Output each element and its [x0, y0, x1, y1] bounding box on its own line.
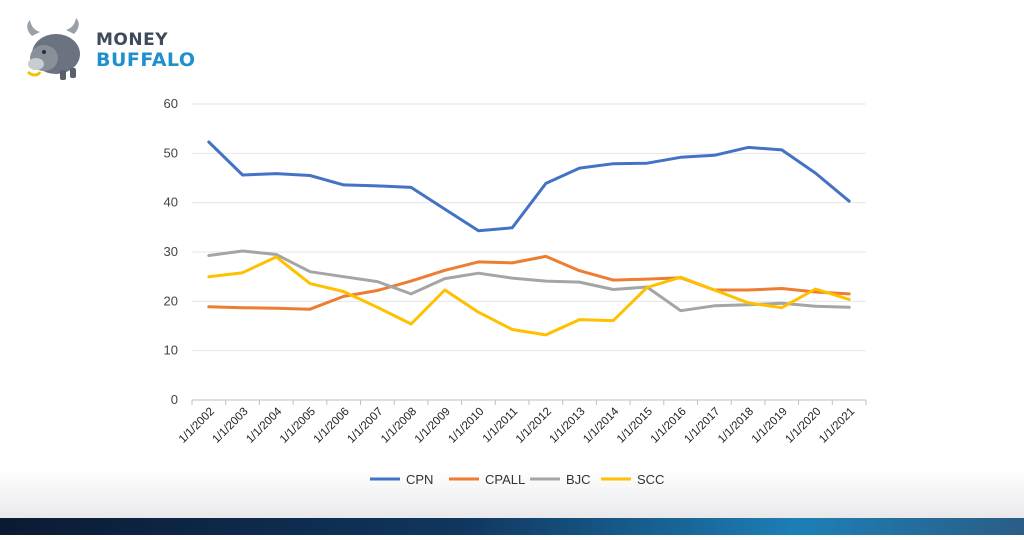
x-tick-label: 1/1/2014 — [581, 405, 622, 446]
y-tick-label: 30 — [164, 244, 178, 259]
series-line-cpn — [207, 140, 851, 233]
x-tick-label: 1/1/2009 — [413, 406, 453, 446]
legend-item-cpn: CPN — [370, 472, 433, 487]
x-tick-label: 1/1/2008 — [379, 406, 419, 446]
x-tick-label: 1/1/2005 — [278, 406, 318, 446]
legend-item-bjc: BJC — [530, 472, 591, 487]
x-tick-label: 1/1/2010 — [446, 406, 486, 446]
x-tick-label: 1/1/2017 — [682, 406, 722, 446]
y-tick-label: 0 — [171, 392, 178, 407]
series-line-bjc — [207, 249, 851, 313]
x-tick-label: 1/1/2012 — [514, 406, 554, 446]
y-tick-label: 50 — [164, 145, 178, 160]
x-tick-label: 1/1/2016 — [649, 406, 689, 446]
legend-label: CPALL — [485, 472, 525, 487]
y-tick-label: 20 — [164, 293, 178, 308]
brand-logo: MONEY BUFFALO — [18, 14, 208, 86]
footer-bar — [0, 518, 1024, 535]
y-tick-label: 40 — [164, 195, 178, 210]
x-tick-label: 1/1/2006 — [312, 406, 352, 446]
x-tick-label: 1/1/2011 — [481, 406, 521, 446]
x-tick-label: 1/1/2004 — [244, 405, 285, 446]
brand-name-line1: MONEY — [96, 30, 169, 50]
y-tick-label: 10 — [164, 343, 178, 358]
footer-band — [0, 470, 1024, 518]
series-line-cpall — [207, 254, 851, 311]
buffalo-icon — [26, 18, 80, 80]
x-tick-label: 1/1/2018 — [716, 406, 756, 446]
legend-label: CPN — [406, 472, 433, 487]
x-tick-label: 1/1/2015 — [615, 406, 655, 446]
y-tick-label: 60 — [164, 96, 178, 111]
x-tick-label: 1/1/2013 — [548, 406, 588, 446]
x-tick-label: 1/1/2002 — [177, 406, 217, 446]
x-tick-label: 1/1/2019 — [750, 406, 790, 446]
legend-label: SCC — [637, 472, 664, 487]
brand-name-line2: BUFFALO — [96, 49, 196, 71]
x-tick-label: 1/1/2007 — [345, 406, 385, 446]
legend-item-cpall: CPALL — [449, 472, 525, 487]
x-tick-label: 1/1/2003 — [211, 406, 251, 446]
legend-label: BJC — [566, 472, 591, 487]
legend-item-scc: SCC — [601, 472, 664, 487]
x-tick-label: 1/1/2020 — [783, 406, 823, 446]
series-line-scc — [207, 255, 851, 337]
x-tick-label: 1/1/2021 — [817, 406, 857, 446]
